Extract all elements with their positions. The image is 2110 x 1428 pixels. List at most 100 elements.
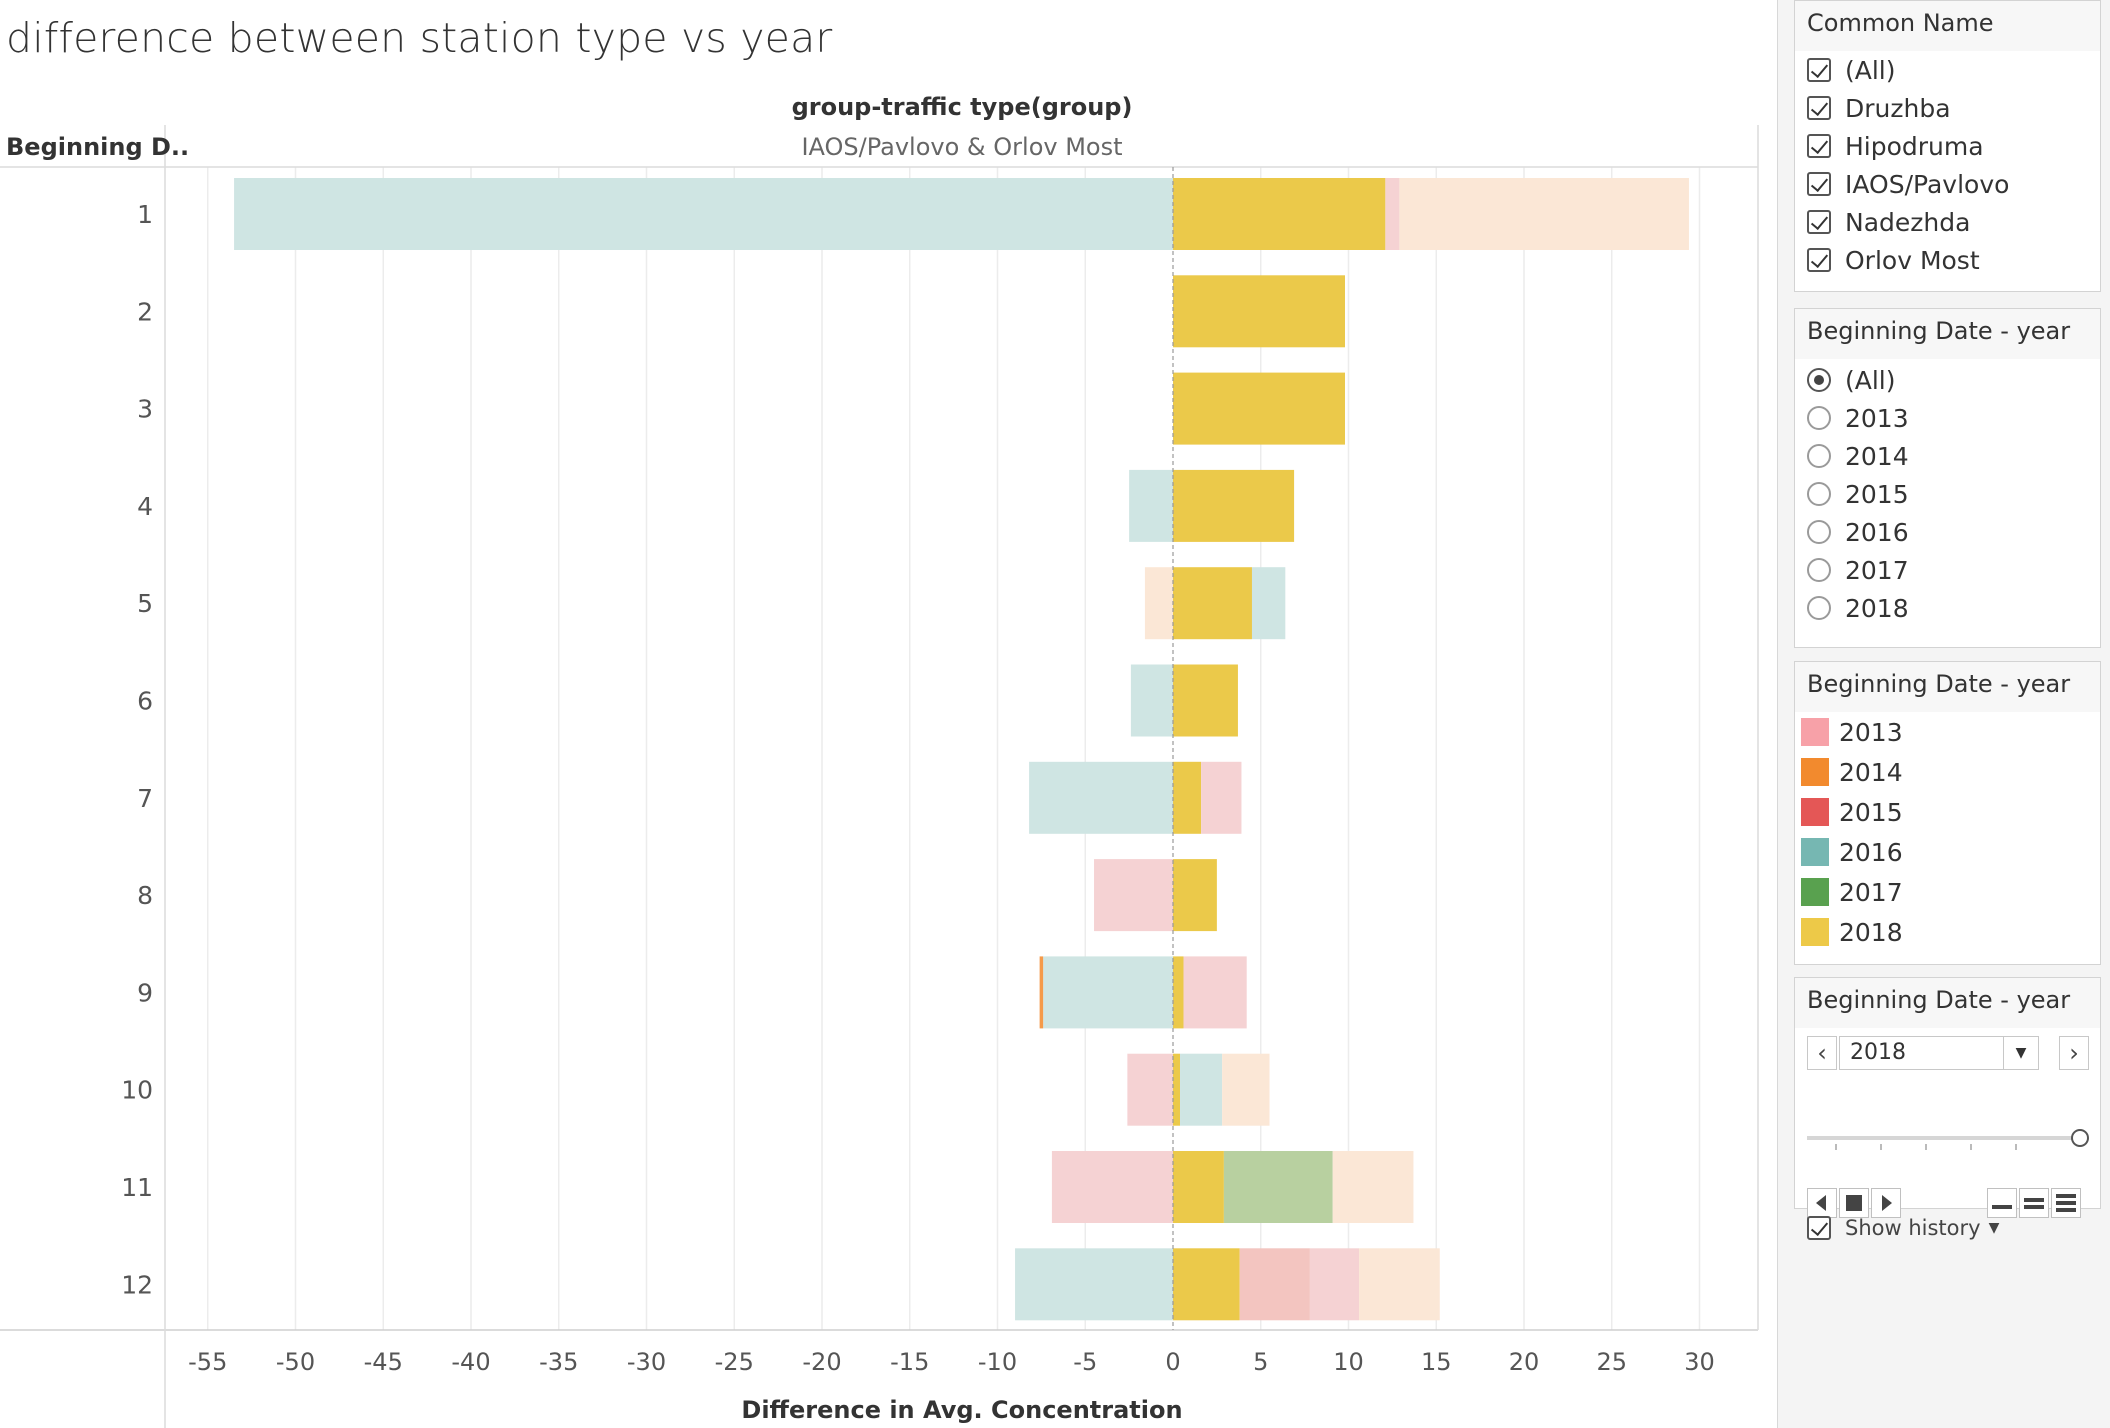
radio-button[interactable]: [1807, 520, 1831, 544]
bar-12-2015[interactable]: [1239, 1248, 1310, 1321]
year-radio-option[interactable]: 2017: [1795, 551, 2100, 589]
year-radio-option[interactable]: 2018: [1795, 589, 2100, 627]
bar-10-2018[interactable]: [1173, 1053, 1181, 1126]
bar-8-2013[interactable]: [1094, 859, 1173, 932]
x-tick-label: 5: [1253, 1348, 1268, 1376]
speed-medium-button[interactable]: [2019, 1188, 2049, 1218]
stop-button[interactable]: [1839, 1188, 1869, 1218]
legend-item[interactable]: 2018: [1795, 912, 2100, 952]
checkbox[interactable]: [1807, 210, 1831, 234]
bar-12-2016[interactable]: [1015, 1248, 1173, 1321]
option-label: 2017: [1845, 555, 1909, 585]
radio-button[interactable]: [1807, 558, 1831, 582]
x-tick-label: 10: [1333, 1348, 1364, 1376]
bar-5-2016[interactable]: [1251, 567, 1286, 640]
legend-item[interactable]: 2013: [1795, 712, 2100, 752]
bar-7-2016[interactable]: [1029, 761, 1173, 834]
bar-9-2018[interactable]: [1173, 956, 1184, 1029]
radio-button[interactable]: [1807, 444, 1831, 468]
common-name-option[interactable]: IAOS/Pavlovo: [1795, 165, 2100, 203]
checkbox[interactable]: [1807, 134, 1831, 158]
row-label: 12: [121, 1270, 153, 1299]
legend-item[interactable]: 2016: [1795, 832, 2100, 872]
bar-11-2013[interactable]: [1051, 1151, 1173, 1223]
bar-3-2018[interactable]: [1173, 372, 1345, 445]
bar-11-2017[interactable]: [1223, 1151, 1333, 1223]
radio-button[interactable]: [1807, 368, 1831, 392]
show-history-checkbox[interactable]: [1807, 1216, 1831, 1240]
legend-item[interactable]: 2017: [1795, 872, 2100, 912]
show-history-toggle[interactable]: Show history ▼: [1807, 1216, 1999, 1240]
page-slider-knob[interactable]: [2071, 1129, 2089, 1147]
speed-fast-button[interactable]: [2051, 1188, 2081, 1218]
chevron-down-icon[interactable]: ▼: [2003, 1037, 2038, 1069]
x-tick-label: 30: [1684, 1348, 1715, 1376]
bar-9-2014[interactable]: [1039, 956, 1044, 1029]
x-tick-label: 0: [1165, 1348, 1180, 1376]
bar-6-2018[interactable]: [1173, 664, 1238, 737]
bar-12-2013[interactable]: [1309, 1248, 1360, 1321]
radio-button[interactable]: [1807, 596, 1831, 620]
bar-12-background[interactable]: [1359, 1248, 1440, 1321]
common-name-option[interactable]: Druzhba: [1795, 89, 2100, 127]
previous-page-button[interactable]: ‹: [1807, 1036, 1837, 1070]
bar-5-2018[interactable]: [1173, 567, 1252, 640]
bar-1-2016[interactable]: [234, 178, 1173, 250]
x-tick-label: 15: [1421, 1348, 1452, 1376]
next-page-button[interactable]: ›: [2059, 1036, 2089, 1070]
x-tick-label: 25: [1596, 1348, 1627, 1376]
legend-item[interactable]: 2015: [1795, 792, 2100, 832]
bar-7-2018[interactable]: [1173, 761, 1202, 834]
row-label: 10: [121, 1076, 153, 1105]
bar-5-background[interactable]: [1144, 567, 1173, 640]
bar-10-2016[interactable]: [1180, 1053, 1223, 1126]
checkbox[interactable]: [1807, 248, 1831, 272]
caret-down-icon[interactable]: ▼: [1988, 1220, 2000, 1236]
year-radio-option[interactable]: 2015: [1795, 475, 2100, 513]
checkbox[interactable]: [1807, 58, 1831, 82]
bar-1-background[interactable]: [1399, 178, 1689, 250]
bar-10-background[interactable]: [1222, 1053, 1270, 1126]
bar-7-2013[interactable]: [1201, 761, 1242, 834]
bar-2-2018[interactable]: [1173, 275, 1345, 348]
bar-4-2016[interactable]: [1129, 469, 1173, 542]
speed-slow-button[interactable]: [1987, 1188, 2017, 1218]
x-tick-label: -30: [627, 1348, 666, 1376]
bar-6-2016[interactable]: [1130, 664, 1173, 737]
step-forward-button[interactable]: [1871, 1188, 1901, 1218]
year-radio-option[interactable]: (All): [1795, 361, 2100, 399]
row-label: 5: [137, 589, 153, 618]
option-label: Nadezhda: [1845, 207, 1971, 237]
common-name-option[interactable]: Hipodruma: [1795, 127, 2100, 165]
page-slider-track[interactable]: [1807, 1136, 2077, 1140]
bar-9-2013[interactable]: [1183, 956, 1247, 1029]
year-page-select[interactable]: 2018 ▼: [1839, 1036, 2039, 1070]
legend-swatch: [1801, 758, 1829, 786]
radio-button[interactable]: [1807, 406, 1831, 430]
bar-1-2013[interactable]: [1385, 178, 1400, 250]
year-radio-option[interactable]: 2013: [1795, 399, 2100, 437]
common-name-option[interactable]: Orlov Most: [1795, 241, 2100, 279]
common-name-option[interactable]: (All): [1795, 51, 2100, 89]
legend-item[interactable]: 2014: [1795, 752, 2100, 792]
speed-fast-icon: [2056, 1194, 2076, 1212]
option-label: 2014: [1845, 441, 1909, 471]
option-label: Orlov Most: [1845, 245, 1980, 275]
year-radio-option[interactable]: 2016: [1795, 513, 2100, 551]
bar-9-2016[interactable]: [1043, 956, 1173, 1029]
bar-10-2013[interactable]: [1127, 1053, 1173, 1126]
common-name-option[interactable]: Nadezhda: [1795, 203, 2100, 241]
year-radio-option[interactable]: 2014: [1795, 437, 2100, 475]
bar-12-2018[interactable]: [1173, 1248, 1240, 1321]
chart-text: group-traffic type(group) IAOS/Pavlovo &…: [6, 93, 1183, 1424]
bar-4-2018[interactable]: [1173, 469, 1295, 542]
bar-8-2018[interactable]: [1173, 859, 1217, 932]
bar-11-background[interactable]: [1332, 1151, 1414, 1223]
checkbox[interactable]: [1807, 172, 1831, 196]
bar-1-2018[interactable]: [1173, 178, 1386, 250]
slider-tick: [1835, 1144, 1837, 1150]
step-back-button[interactable]: [1807, 1188, 1837, 1218]
radio-button[interactable]: [1807, 482, 1831, 506]
checkbox[interactable]: [1807, 96, 1831, 120]
bar-11-2018[interactable]: [1173, 1151, 1224, 1223]
